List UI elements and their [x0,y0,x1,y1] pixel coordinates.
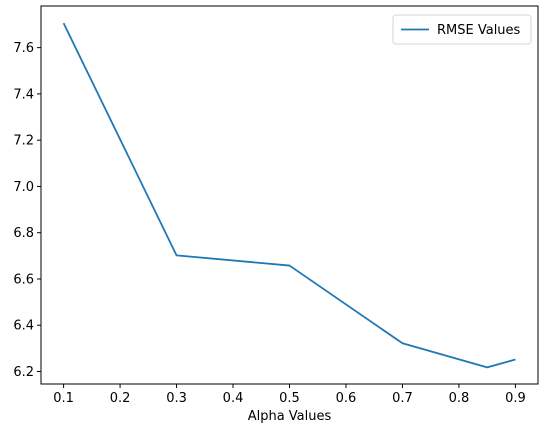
x-tick-label: 0.4 [223,391,244,406]
x-tick-label: 0.6 [336,391,357,406]
x-tick-label: 0.1 [53,391,74,406]
x-axis: 0.1 0.2 0.3 0.4 0.5 0.6 0.7 0.8 0.9 [53,384,526,406]
series-layer [62,22,516,369]
x-tick-label: 0.9 [505,391,526,406]
legend: RMSE Values [392,14,532,45]
y-tick-label: 6.2 [13,365,34,380]
y-axis: 6.2 6.4 6.6 6.8 7.0 7.2 7.4 7.6 [13,41,41,380]
x-tick-label: 0.7 [392,391,413,406]
x-axis-label: Alpha Values [248,409,332,424]
plot-frame [40,5,539,385]
y-tick-label: 7.6 [13,41,34,56]
y-tick-label: 7.0 [13,180,34,195]
y-tick-label: 7.2 [13,134,34,149]
series-line-rmse-values [62,22,516,369]
x-tick-label: 0.2 [110,391,131,406]
y-tick-label: 6.8 [13,226,34,241]
legend-label-rmse-values: RMSE Values [437,23,521,38]
x-tick-label: 0.8 [449,391,470,406]
y-tick-label: 7.4 [13,87,34,102]
legend-frame [392,14,532,45]
y-tick-label: 6.4 [13,319,34,334]
x-tick-label: 0.3 [166,391,187,406]
y-tick-label: 6.6 [13,272,34,287]
x-tick-label: 0.5 [279,391,300,406]
